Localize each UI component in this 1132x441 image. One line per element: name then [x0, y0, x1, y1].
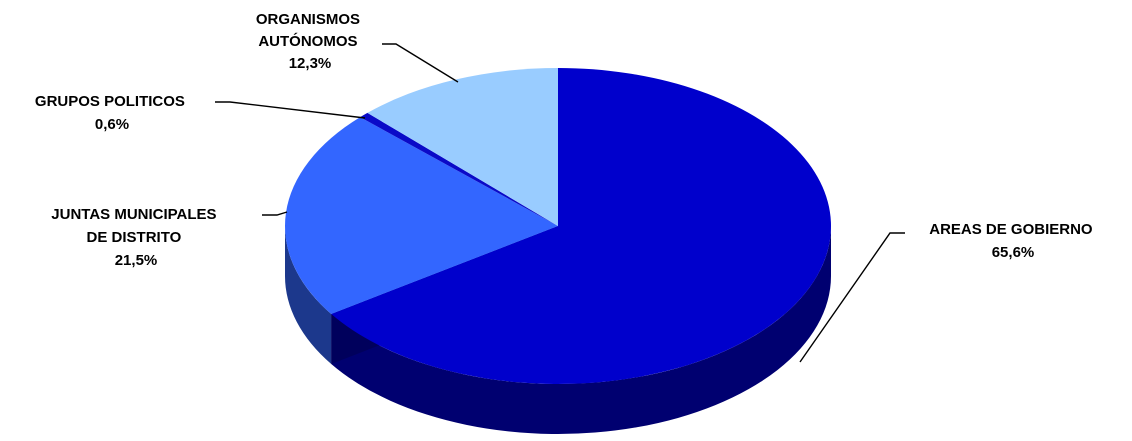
slice-organismos	[367, 68, 558, 226]
label-areas-de-gobierno-value: 65,6%	[992, 244, 1035, 261]
label-organismos-autonomos-value: 12,3%	[289, 55, 332, 72]
label-organismos-autonomos-line1: ORGANISMOS	[256, 11, 360, 28]
label-grupos-politicos-name: GRUPOS POLITICOS	[35, 93, 185, 110]
leader-lines	[215, 43, 905, 363]
label-juntas-municipales-line1: JUNTAS MUNICIPALES	[51, 206, 216, 223]
label-organismos-autonomos-line2: AUTÓNOMOS	[258, 32, 357, 50]
label-grupos-politicos: GRUPOS POLITICOS 0,6%	[35, 93, 189, 133]
leader-line-juntas-municipales	[262, 211, 288, 216]
leader-line-grupos-politicos	[215, 101, 366, 119]
slice-juntas-municipales	[284, 117, 558, 314]
slice-side-juntas-municipales	[285, 226, 332, 364]
label-organismos-autonomos: ORGANISMOS AUTÓNOMOS 12,3%	[256, 11, 364, 72]
label-juntas-municipales: JUNTAS MUNICIPALES DE DISTRITO 21,5%	[51, 206, 220, 269]
label-areas-de-gobierno: AREAS DE GOBIERNO 65,6%	[929, 221, 1097, 261]
slice-areas-de-gobierno	[331, 68, 832, 384]
slice-grupos-politicos	[360, 112, 558, 226]
leader-line-areas-de-gobierno	[799, 232, 905, 363]
label-juntas-municipales-value: 21,5%	[115, 252, 158, 269]
pie-slice-tops	[284, 68, 832, 384]
label-grupos-politicos-value: 0,6%	[95, 116, 129, 133]
label-juntas-municipales-line2: DE DISTRITO	[87, 229, 182, 246]
leader-line-organismos-autonomos	[382, 43, 459, 83]
label-areas-de-gobierno-name: AREAS DE GOBIERNO	[929, 221, 1093, 238]
data-labels: AREAS DE GOBIERNO 65,6% JUNTAS MUNICIPAL…	[35, 11, 1097, 269]
slice-side-areas-de-gobierno	[331, 226, 831, 435]
